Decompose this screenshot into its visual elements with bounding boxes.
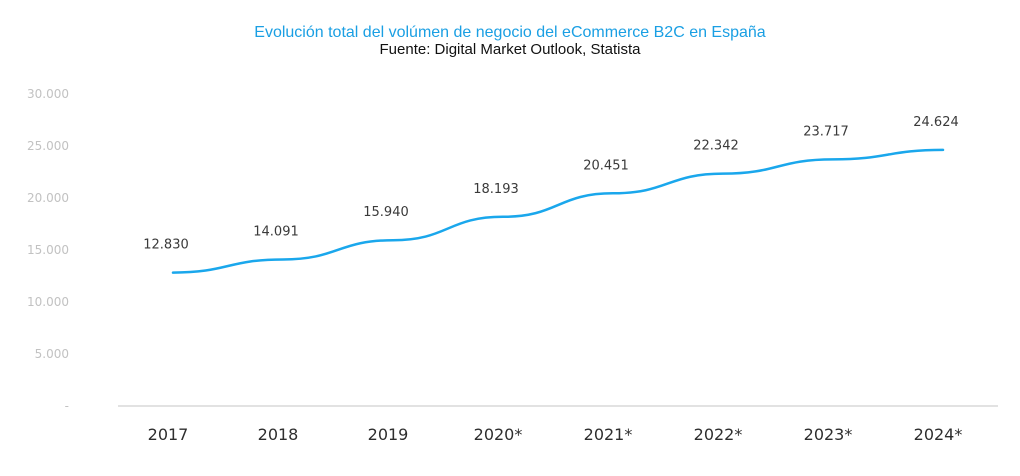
y-tick-label: -	[65, 399, 69, 413]
y-axis-ticks: - 5.000 10.000 15.000 20.000 25.000 30.000	[27, 87, 69, 413]
x-axis-ticks: 2017 2018 2019 2020* 2021* 2022* 2023* 2024*	[148, 425, 963, 444]
y-tick-label: 25.000	[27, 139, 69, 153]
data-label: 22.342	[693, 139, 739, 154]
x-tick-label: 2024*	[914, 425, 963, 444]
chart-title: Evolución total del volúmen de negocio d…	[254, 24, 766, 41]
data-label: 24.624	[913, 115, 959, 130]
x-tick-label: 2020*	[474, 425, 523, 444]
x-tick-label: 2017	[148, 425, 189, 444]
y-tick-label: 5.000	[35, 347, 69, 361]
x-tick-label: 2023*	[804, 425, 853, 444]
x-tick-label: 2021*	[584, 425, 633, 444]
x-tick-label: 2018	[258, 425, 299, 444]
data-label: 14.091	[253, 224, 299, 239]
data-label: 23.717	[803, 124, 849, 139]
data-label: 20.451	[583, 158, 629, 173]
x-tick-label: 2019	[368, 425, 409, 444]
data-labels: 12.830 14.091 15.940 18.193 20.451 22.342 23.7…	[143, 115, 959, 253]
data-label: 12.830	[143, 238, 189, 253]
y-tick-label: 30.000	[27, 87, 69, 101]
x-tick-label: 2022*	[694, 425, 743, 444]
data-label: 15.940	[363, 205, 409, 220]
y-tick-label: 20.000	[27, 191, 69, 205]
y-tick-label: 15.000	[27, 243, 69, 257]
data-label: 18.193	[473, 182, 519, 197]
y-tick-label: 10.000	[27, 295, 69, 309]
series-line	[171, 148, 945, 274]
chart-subtitle: Fuente: Digital Market Outlook, Statista	[379, 41, 641, 58]
